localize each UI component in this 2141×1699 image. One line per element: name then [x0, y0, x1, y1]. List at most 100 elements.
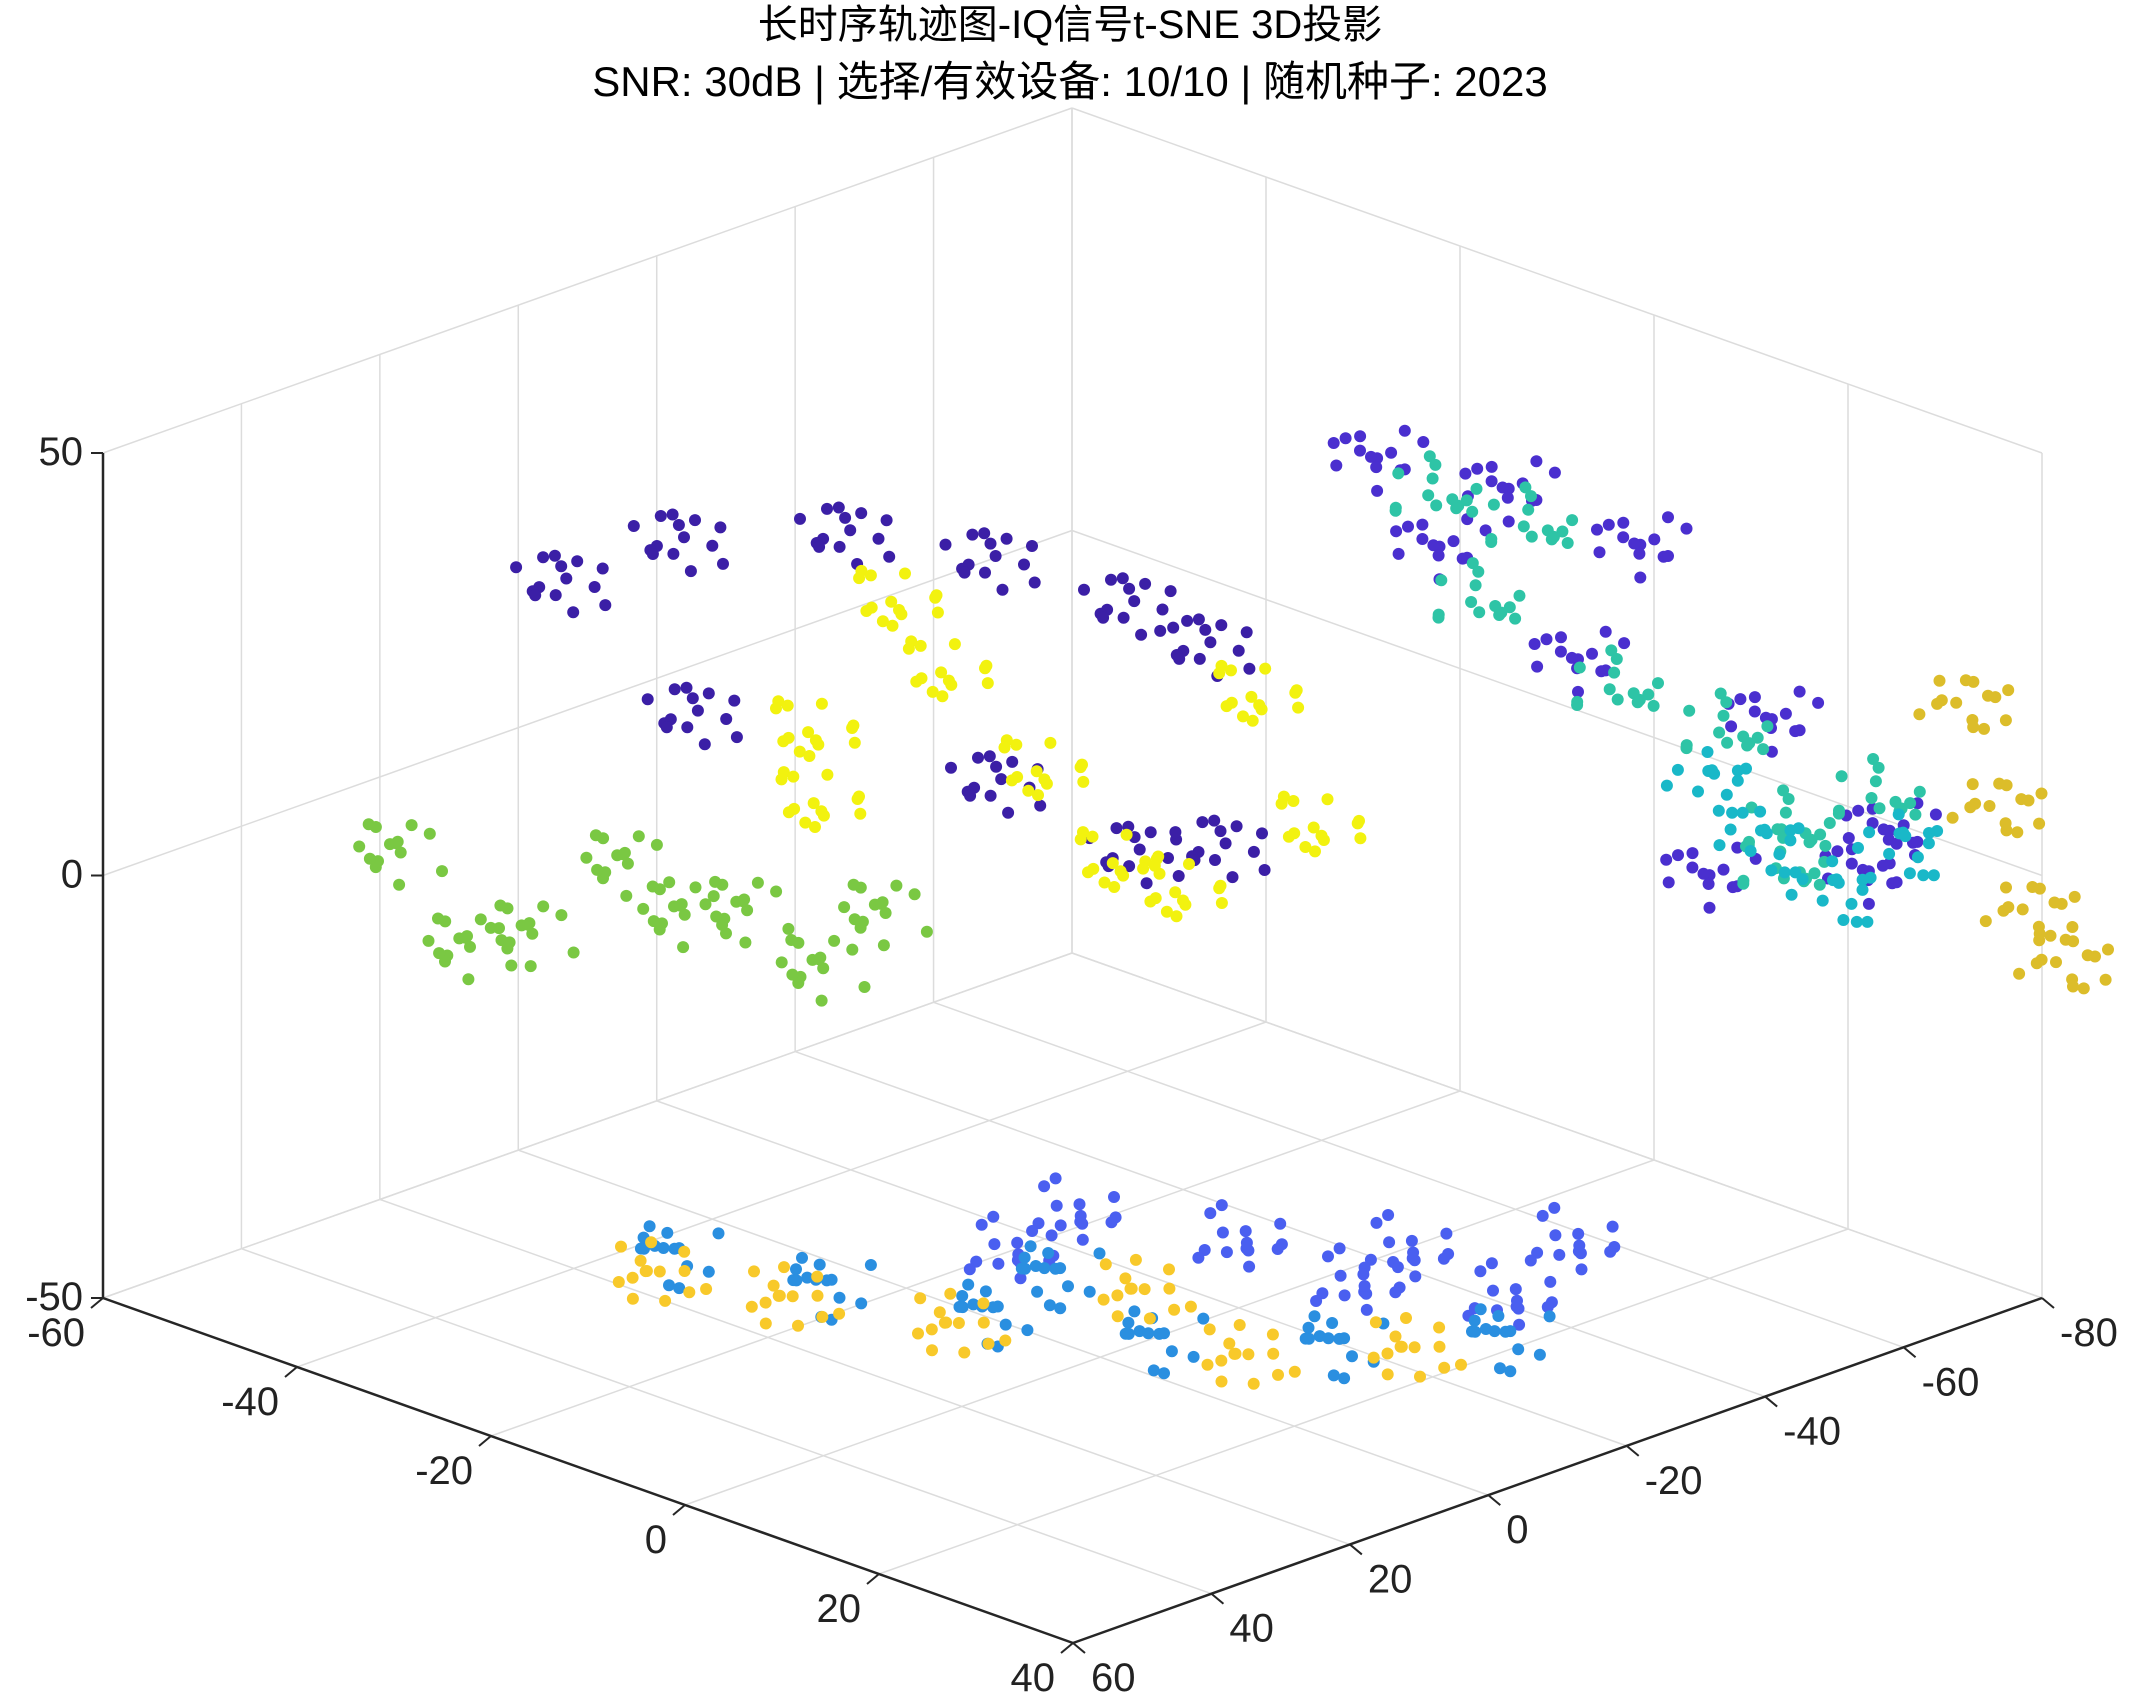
y-tick-label: 0 [1506, 1508, 1528, 1552]
scatter-point [1338, 1289, 1351, 1302]
scatter-point [1599, 625, 1612, 638]
scatter-point [2030, 957, 2043, 970]
scatter-point [1489, 600, 1502, 612]
scatter-point [1983, 800, 1996, 812]
scatter-point [1215, 1199, 1228, 1212]
scatter-point [1754, 805, 1767, 818]
scatter-point [1492, 1310, 1505, 1322]
scatter-point [1913, 708, 1926, 721]
scatter-point [1220, 700, 1233, 713]
scatter-point [599, 599, 612, 612]
scatter-point [1544, 1275, 1557, 1288]
scatter-point [1169, 886, 1182, 899]
scatter-point [1731, 774, 1744, 787]
scatter-point [1143, 1312, 1156, 1325]
scatter-point [1455, 1358, 1467, 1371]
scatter-point [524, 960, 537, 973]
scatter-point [1530, 455, 1543, 468]
scatter-point [1416, 533, 1429, 545]
scatter-point [1018, 1251, 1031, 1264]
scatter-point [1354, 430, 1367, 443]
scatter-point [1929, 808, 1942, 821]
scatter-point [838, 901, 851, 914]
scatter-point [1215, 897, 1228, 909]
scatter-point [646, 548, 659, 560]
scatter-point [505, 959, 518, 972]
scatter-point [668, 1242, 681, 1255]
scatter-point [1911, 851, 1924, 864]
scatter-point [1416, 518, 1429, 531]
scatter-point [1082, 866, 1094, 879]
scatter-point [596, 562, 609, 575]
scatter-point [1548, 466, 1561, 479]
scatter-point [1083, 1285, 1096, 1298]
scatter-point [817, 962, 830, 975]
scatter-point [1605, 644, 1618, 657]
scatter-point [1617, 531, 1630, 544]
scatter-point [1124, 1282, 1137, 1295]
scatter-point [759, 1296, 772, 1309]
scatter-point [1904, 797, 1917, 810]
scatter-point [632, 830, 645, 843]
scatter-point [995, 773, 1008, 786]
scatter-point [1680, 522, 1693, 535]
scatter-point [1826, 855, 1839, 868]
scatter-point [627, 520, 640, 532]
y-tick-label: -40 [1783, 1410, 1841, 1454]
scatter-point [1237, 710, 1249, 723]
scatter-point [654, 510, 667, 522]
scatter-point [494, 899, 507, 912]
scatter-point [813, 1258, 826, 1271]
scatter-point [809, 821, 821, 833]
scatter-point [777, 735, 790, 748]
scatter-point [938, 1316, 951, 1329]
data-points [353, 424, 2114, 1390]
scatter-point [1784, 834, 1797, 847]
scatter-point [1408, 1341, 1421, 1354]
grid-line [878, 1228, 1849, 1575]
scatter-point [1256, 827, 1268, 840]
scatter-point [650, 838, 663, 851]
scatter-point [1203, 1323, 1216, 1336]
scatter-point [1837, 914, 1850, 926]
scatter-point [2033, 817, 2046, 830]
scatter-point [1553, 1248, 1566, 1261]
scatter-point [591, 863, 604, 876]
scatter-point [815, 805, 828, 818]
scatter-point [1877, 823, 1890, 836]
scatter-point [854, 807, 867, 820]
scatter-point [681, 721, 694, 734]
scatter-point [1662, 876, 1675, 889]
scatter-point [815, 994, 828, 1007]
scatter-point [1246, 714, 1259, 727]
scatter-point [782, 806, 795, 819]
scatter-point [984, 537, 997, 550]
scatter-point [785, 934, 798, 946]
scatter-point [1163, 1282, 1176, 1295]
scatter-point [1488, 1325, 1501, 1338]
scatter-point [567, 946, 580, 959]
scatter-point [1299, 1332, 1312, 1345]
scatter-point [832, 501, 845, 514]
scatter-point [549, 589, 562, 602]
x-tick [866, 1573, 880, 1585]
scatter-point [772, 1289, 785, 1302]
scatter-point [1662, 511, 1674, 524]
scatter-point [979, 662, 991, 675]
scatter-point [555, 560, 568, 573]
scatter-point [1717, 709, 1730, 722]
scatter-point [1524, 1254, 1537, 1267]
scatter-point [1845, 897, 1858, 910]
scatter-point [1813, 878, 1826, 891]
scatter-point [1098, 876, 1111, 889]
scatter-point [1555, 631, 1567, 644]
scatter-point [1129, 1253, 1142, 1266]
scatter-point [1856, 873, 1869, 886]
scatter-point [484, 921, 497, 934]
scatter-point [975, 1218, 988, 1231]
scatter-point [1571, 699, 1584, 711]
scatter-point [1026, 1225, 1039, 1237]
scatter-point [1005, 774, 1018, 787]
scatter-point [2013, 967, 2026, 980]
x-tick [1060, 1642, 1074, 1654]
